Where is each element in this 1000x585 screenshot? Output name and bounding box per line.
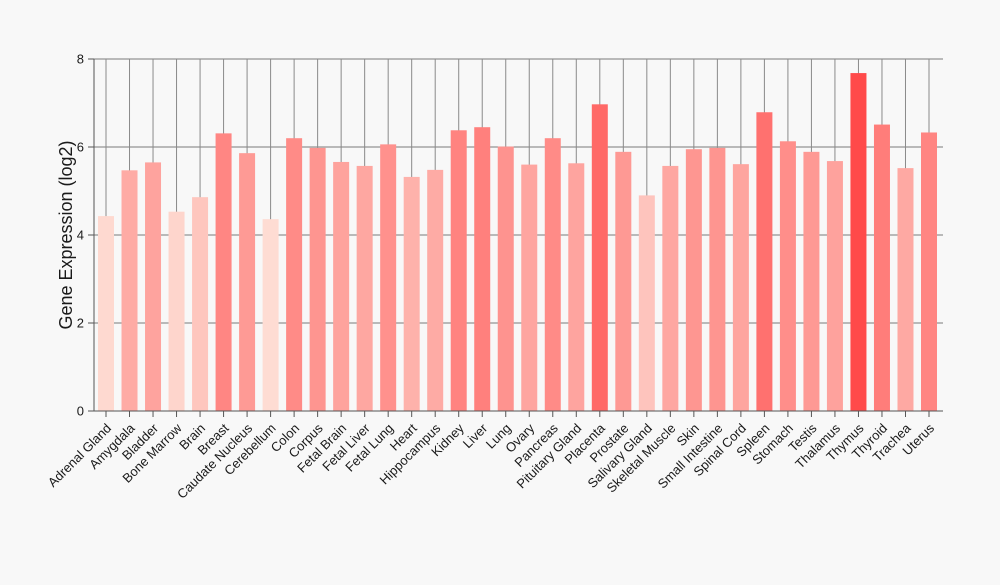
bar (450, 130, 467, 411)
bars (98, 73, 937, 412)
y-tick-label: 6 (77, 140, 84, 155)
bar (662, 165, 679, 411)
bar (921, 132, 937, 412)
bar (521, 164, 538, 411)
bar (615, 151, 632, 411)
bar (403, 176, 420, 411)
bar (779, 141, 796, 411)
bar (309, 147, 326, 411)
bar (121, 170, 138, 411)
bar (544, 138, 561, 411)
bar (380, 144, 397, 412)
bar (474, 127, 491, 411)
bar (873, 124, 890, 411)
bar (262, 219, 279, 411)
bar (168, 211, 185, 411)
bar (803, 151, 820, 411)
x-tick-label: Liver (460, 420, 491, 451)
bar (568, 163, 585, 411)
bar (215, 133, 232, 412)
bar (638, 195, 655, 411)
y-tick-label: 2 (77, 316, 84, 331)
y-tick-label: 8 (77, 52, 84, 67)
bar (427, 169, 444, 411)
bar (850, 73, 867, 411)
bar (239, 153, 256, 411)
bar (145, 162, 162, 411)
bar (732, 164, 749, 411)
bar (497, 146, 514, 411)
bar (333, 161, 350, 411)
y-tick-label: 0 (77, 404, 84, 419)
bar (98, 216, 114, 411)
bar (897, 168, 914, 411)
y-tick-labels: 0 2 4 6 8 (77, 52, 84, 419)
axes (88, 58, 943, 417)
bar (356, 165, 373, 411)
bar (591, 104, 608, 411)
bar (192, 197, 209, 411)
bar (826, 161, 843, 411)
bar (756, 112, 773, 412)
y-tick-label: 4 (77, 228, 84, 243)
bar (685, 149, 702, 411)
y-axis-label: Gene Expression (log2) (56, 140, 76, 329)
bar (286, 138, 303, 411)
bar (709, 147, 726, 411)
